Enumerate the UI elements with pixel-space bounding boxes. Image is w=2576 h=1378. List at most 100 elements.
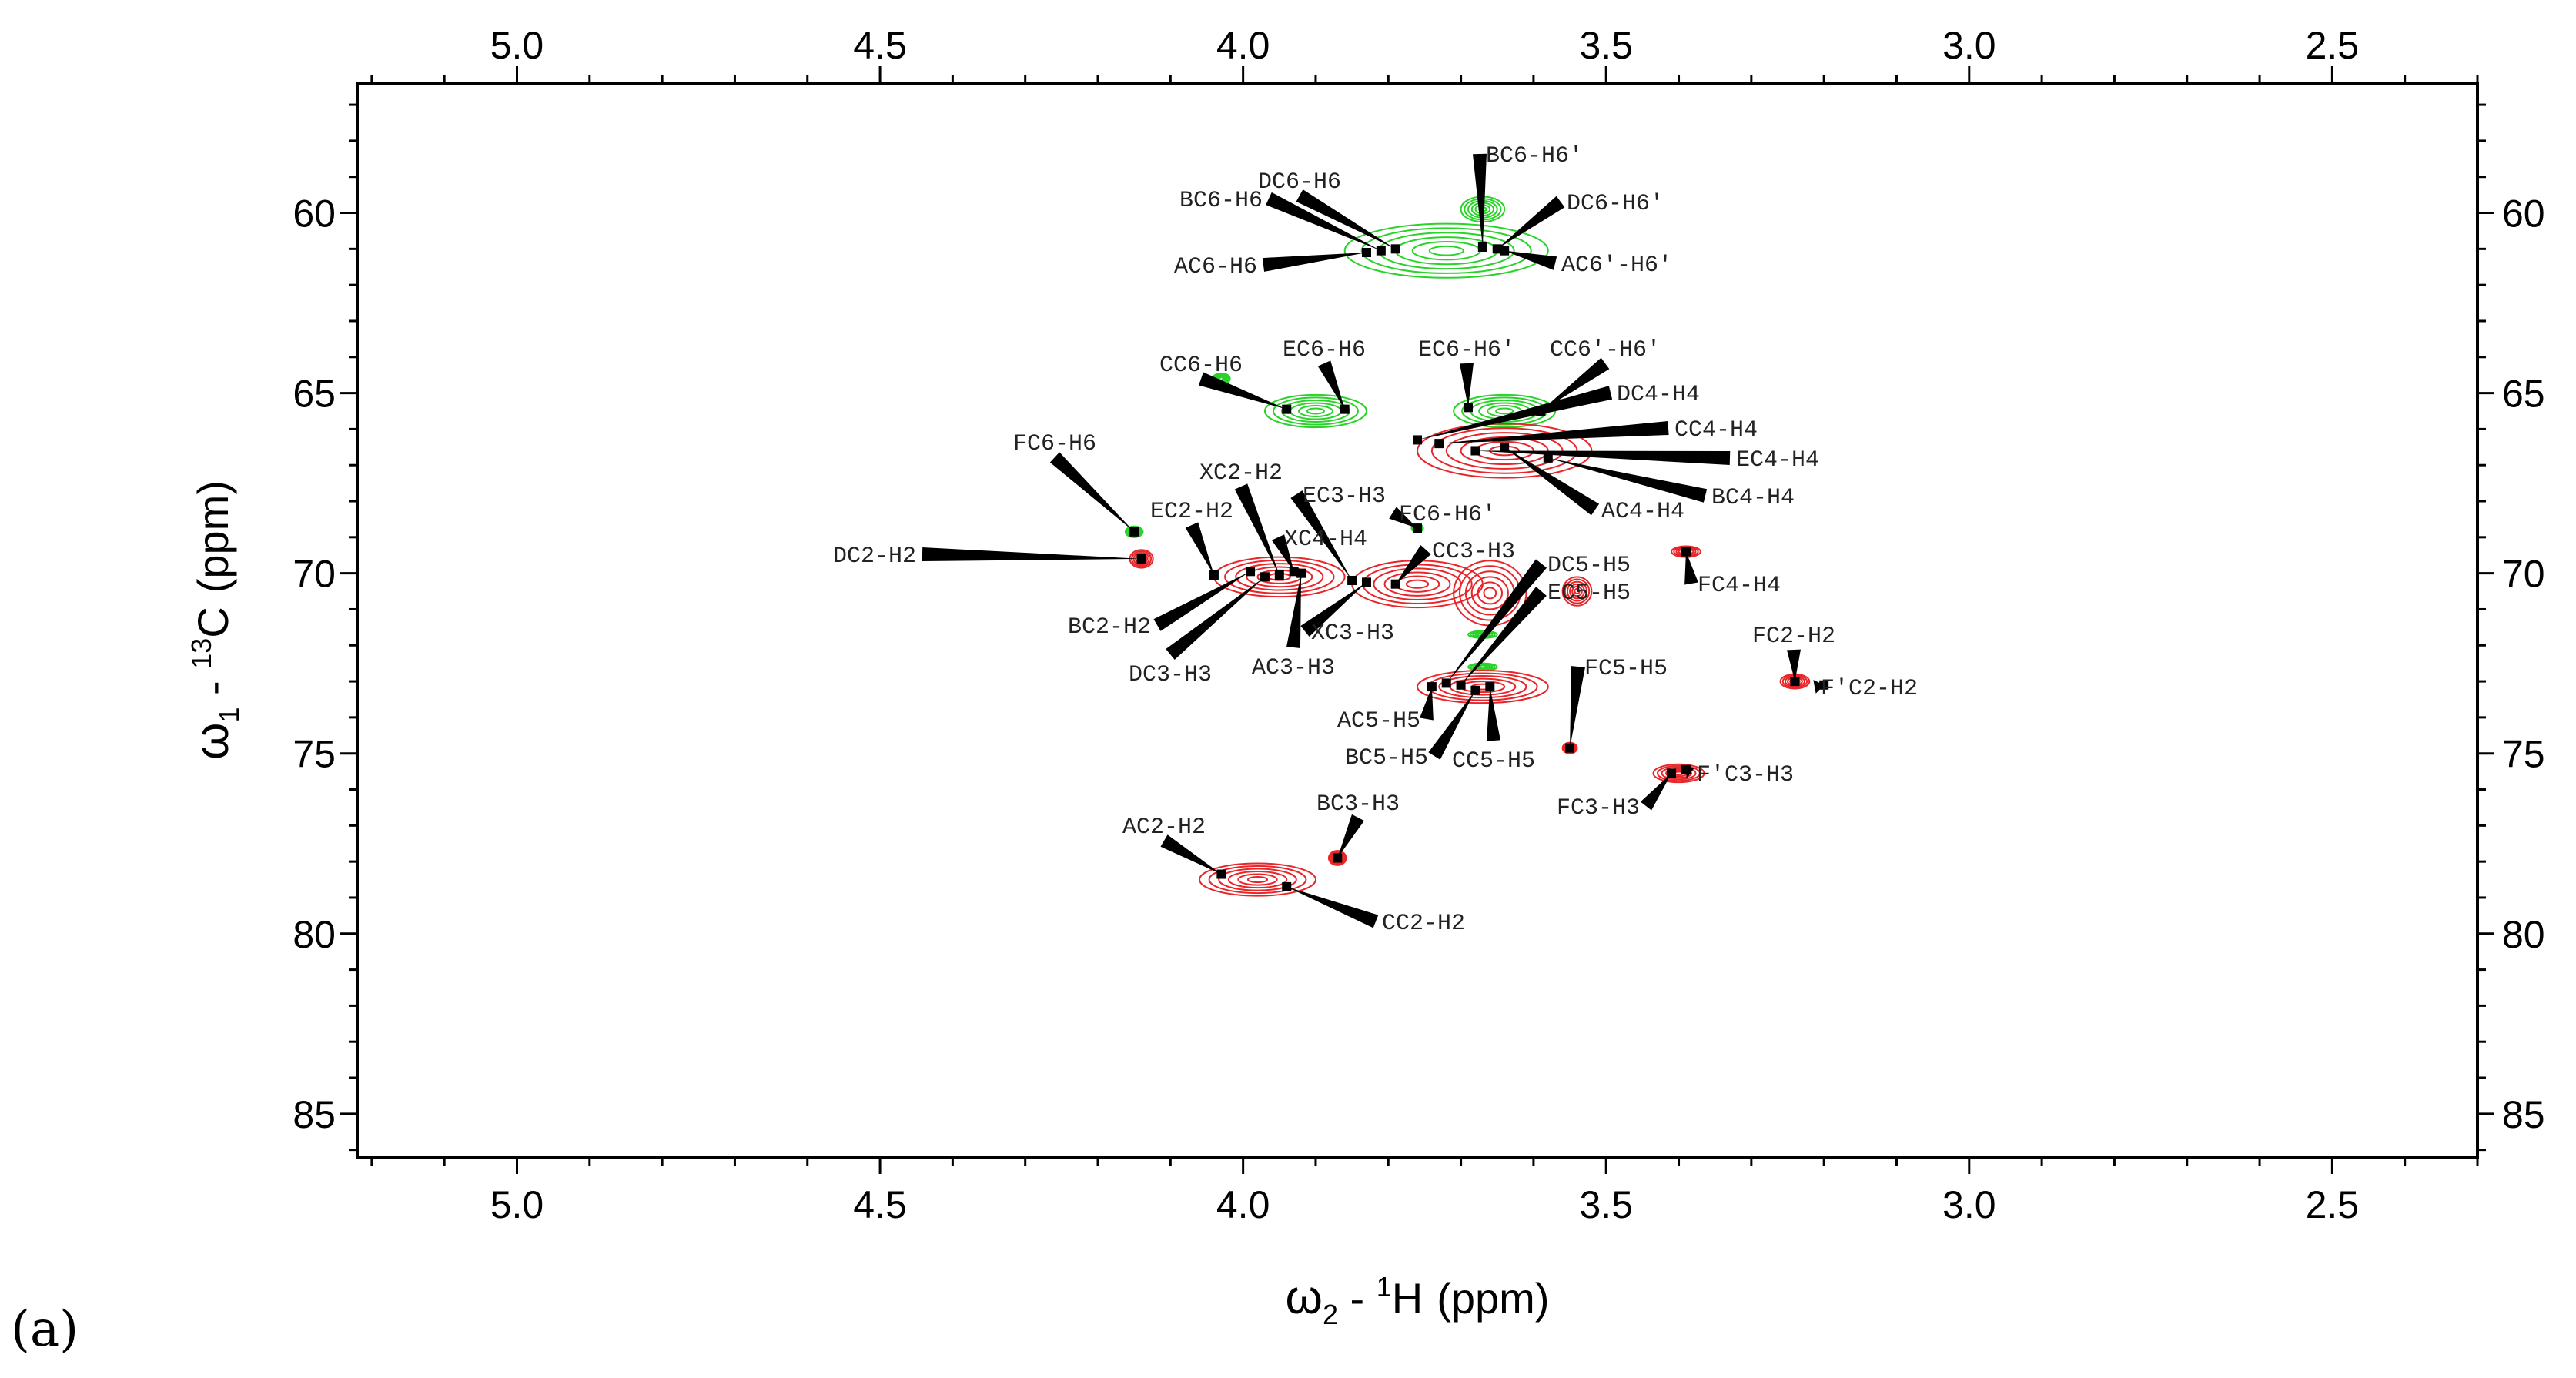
peak-leader <box>1547 457 1708 503</box>
contour-positive <box>1417 670 1549 704</box>
peak-label: DC6-H6′ <box>1567 191 1664 217</box>
peak-leader <box>1684 551 1698 585</box>
contour-layer <box>1124 196 1811 897</box>
contour-ring <box>1208 865 1307 895</box>
contour-ring <box>1411 240 1481 261</box>
contour-negative <box>1467 662 1498 672</box>
peak-marker <box>1470 446 1480 456</box>
peak-leader <box>1487 687 1500 741</box>
y-tick-label-right: 85 <box>2502 1093 2545 1136</box>
contour-ring <box>1460 681 1506 694</box>
contour-ring <box>1665 768 1693 779</box>
y-tick-label-left: 70 <box>293 553 336 596</box>
plot-frame <box>356 82 2479 1159</box>
contour-positive <box>1652 763 1705 784</box>
peak-marker <box>1464 403 1474 413</box>
contour-ring <box>1343 222 1549 279</box>
peak-marker <box>1427 682 1437 692</box>
contour-ring <box>1483 587 1497 600</box>
contour-ring <box>1373 567 1462 600</box>
contour-ring <box>1564 578 1591 604</box>
peak-label: CC2-H2 <box>1382 911 1465 937</box>
x-tick-label-top: 5.0 <box>490 24 544 67</box>
peak-leader <box>1787 649 1801 682</box>
contour-ring <box>1330 852 1344 864</box>
peak-leader <box>1296 189 1396 249</box>
x-tick-label-top: 3.5 <box>1579 24 1633 67</box>
contour-ring <box>1199 862 1316 897</box>
peak-marker <box>1543 453 1553 463</box>
peak-marker <box>1296 568 1306 578</box>
contour-ring <box>1477 581 1504 605</box>
contour-ring <box>1569 583 1585 600</box>
axis-tick-labels: 5.0 5.0 4.5 4.5 4.0 4.0 3.5 3.5 3.0 3.0 2.5 2.5 60 60… <box>293 24 2544 1226</box>
peak-label: FC2-H2 <box>1752 624 1835 650</box>
contour-ring <box>1561 741 1578 754</box>
peak-label: CC3-H3 <box>1432 539 1515 565</box>
contour-ring <box>1571 585 1583 597</box>
peak-marker <box>1282 881 1292 891</box>
peak-label: CC6-H6 <box>1159 353 1243 379</box>
contour-ring <box>1224 559 1335 594</box>
peak-label: CC4-H4 <box>1674 417 1758 443</box>
contour-ring <box>1661 766 1697 781</box>
peak-leader <box>1262 253 1367 272</box>
peak-marker <box>1209 570 1219 580</box>
peak-label: BC4-H4 <box>1711 485 1795 511</box>
x-tick-label-bottom: 4.5 <box>853 1183 907 1226</box>
peak-label: CC5-H5 <box>1452 748 1535 774</box>
x-tick-label-bottom: 3.5 <box>1579 1183 1633 1226</box>
y-tick-label-left: 80 <box>293 913 336 956</box>
peak-label: AC4-H4 <box>1601 499 1684 525</box>
peak-leader <box>1504 250 1557 270</box>
peak-leader <box>1317 360 1345 410</box>
peak-label: BC6-H6 <box>1179 188 1263 214</box>
peak-label: EC4-H4 <box>1736 447 1819 473</box>
contour-ring <box>1459 565 1521 621</box>
peak-label: DC5-H5 <box>1547 553 1631 579</box>
contour-ring <box>1272 396 1359 426</box>
x-tick-label-bottom: 5.0 <box>490 1183 544 1226</box>
peak-marker <box>1500 246 1510 256</box>
peak-label: EC6-H6′ <box>1418 337 1515 363</box>
contour-ring <box>1470 576 1509 610</box>
peak-label: BC3-H3 <box>1316 791 1400 818</box>
peak-leader <box>1300 582 1367 637</box>
contour-ring <box>1360 227 1532 274</box>
contour-ring <box>1383 571 1451 597</box>
peak-label: F′C3-H3 <box>1697 762 1794 788</box>
peak-label: BC5-H5 <box>1345 745 1428 771</box>
peak-label: DC4-H4 <box>1617 382 1700 408</box>
peak-marker <box>1390 244 1400 254</box>
peak-marker <box>1361 248 1371 258</box>
peak-marker <box>1536 406 1546 416</box>
panel-label: (a) <box>11 1301 79 1358</box>
peak-marker <box>1477 242 1487 252</box>
peak-marker <box>1347 576 1357 586</box>
peak-label: FC6-H6 <box>1013 431 1096 457</box>
contour-ring <box>1219 376 1224 381</box>
peak-leader <box>922 547 1142 561</box>
peak-marker-layer <box>1129 242 1829 891</box>
peak-label: DC6-H6 <box>1258 169 1341 196</box>
contour-ring <box>1438 675 1527 699</box>
peak-leader <box>1570 666 1585 748</box>
peak-label: AC5-H5 <box>1337 708 1420 734</box>
peak-leader <box>1271 534 1294 572</box>
contour-ring <box>1417 670 1549 704</box>
peak-label: FC3-H3 <box>1557 795 1640 821</box>
peak-label: BC6-H6′ <box>1486 143 1583 169</box>
peak-leader <box>1446 559 1547 684</box>
peak-marker <box>1129 527 1139 537</box>
contour-positive <box>1351 560 1484 609</box>
peak-leader <box>1473 153 1487 247</box>
x-tick-label-top: 3.0 <box>1942 24 1996 67</box>
peak-label: FC5-H5 <box>1584 656 1668 682</box>
x-tick-label-top: 2.5 <box>2306 24 2360 67</box>
x-tick-label-top: 4.5 <box>853 24 907 67</box>
contour-positive <box>1199 862 1316 897</box>
y-tick-label-right: 70 <box>2502 553 2545 596</box>
peak-leader <box>1185 522 1214 575</box>
peak-label: FC4-H4 <box>1698 573 1781 599</box>
